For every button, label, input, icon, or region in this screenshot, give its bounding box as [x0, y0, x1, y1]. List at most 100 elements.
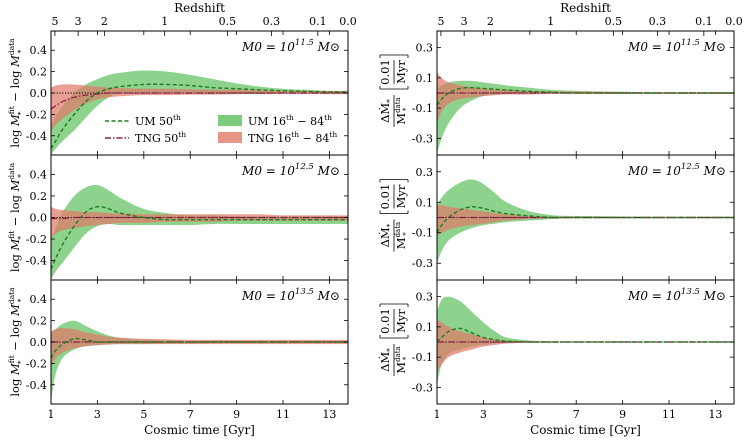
y-tick-label: -0.2 [26, 108, 47, 121]
y-tick-label: 0.4 [30, 168, 48, 181]
x-axis-title: Cosmic time [Gyr] [530, 423, 641, 437]
redshift-tick-label: 3 [75, 15, 82, 28]
y-tick-label: 0.3 [416, 42, 434, 55]
ylabel-unit-denominator: Myr [394, 309, 408, 333]
redshift-tick-label: 0.5 [605, 15, 623, 28]
halo-mass-label: M0 = 1013.5 M⊙ [627, 287, 726, 303]
right-y-axis-label: ΔṀ*Mdata*0.01 Myr [378, 303, 410, 376]
legend-label: UM 16th − 84th [248, 113, 332, 128]
y-tick-label: -0.1 [412, 227, 433, 240]
y-tick-label: 0.0 [30, 336, 48, 349]
ylabel-unit-numerator: 0.01 [378, 59, 392, 85]
legend: UM 50th UM 16th − 84th TNG 50th TNG 16th − … [105, 113, 337, 145]
y-tick-label: 0.1 [416, 321, 434, 334]
x-tick-label: 3 [94, 408, 101, 421]
redshift-tick-label: 5 [437, 15, 444, 28]
ylabel-unit-numerator: 0.01 [378, 184, 392, 210]
panel-right-3: -0.3 -0.1 0.1 0.3 M0 = 1013.5 M⊙ [412, 279, 735, 405]
halo-mass-label: M0 = 1012.5 M⊙ [241, 162, 340, 178]
x-tick-label: 9 [233, 408, 240, 421]
x-tick-label: 1 [434, 408, 441, 421]
y-tick-label: 0.1 [416, 196, 434, 209]
ylabel-unit-numerator: 0.01 [378, 308, 392, 334]
tng-median-line [51, 216, 348, 220]
tng-16-84-band [437, 205, 734, 236]
ylabel-numerator: ΔṀ* [378, 348, 394, 372]
y-tick-label: 0.1 [416, 72, 434, 85]
y-tick-label: -0.1 [412, 102, 433, 115]
x-tick-label: 11 [662, 408, 676, 421]
redshift-tick-label: 0.1 [309, 15, 327, 28]
redshift-tick-label: 0.1 [695, 15, 713, 28]
tng-median-line [51, 92, 348, 110]
x-tick-label: 13 [322, 408, 336, 421]
ylabel-numerator: ΔṀ* [378, 99, 394, 123]
y-tick-label: 0.2 [30, 315, 48, 328]
plot-area [437, 296, 734, 385]
um-16-84-band [51, 320, 348, 401]
redshift-tick-label: 0.3 [263, 15, 281, 28]
right-y-axis-label: ΔṀ*Mdata*0.01 Myr [378, 179, 410, 252]
redshift-tick-label: 1 [547, 15, 554, 28]
y-tick-label: -0.4 [26, 255, 47, 268]
plot-area [437, 179, 734, 264]
redshift-axis-title: Redshift [560, 1, 611, 15]
um-16-84-band [51, 185, 348, 280]
y-tick-label: -0.3 [412, 132, 433, 145]
panel-left-1: -0.4 -0.2 0.0 0.2 0.4 M0 = 1011.5 M⊙ [26, 30, 349, 156]
y-tick-label: 0.3 [416, 291, 434, 304]
y-tick-label: 0.4 [30, 293, 48, 306]
y-tick-label: 0.0 [30, 87, 48, 100]
ylabel-denominator: Mdata* [394, 222, 410, 249]
redshift-tick-label: 3 [461, 15, 468, 28]
y-tick-label: -0.4 [26, 130, 47, 143]
um-median-line [51, 205, 348, 270]
halo-mass-label: M0 = 1013.5 M⊙ [241, 287, 340, 303]
tng-16-84-band [437, 71, 734, 124]
legend-swatch [218, 115, 242, 126]
redshift-tick-label: 0.5 [219, 15, 237, 28]
left-y-axis-label: log Mfit* − log Mdata* [7, 287, 25, 397]
right-y-axis-label: ΔṀ*Mdata*0.01 Myr [378, 54, 410, 127]
left-y-axis-label: log Mfit* − log Mdata* [7, 162, 25, 272]
legend-label: UM 50th [135, 113, 181, 128]
y-tick-label: 0.2 [30, 66, 48, 79]
halo-mass-label: M0 = 1011.5 M⊙ [241, 38, 340, 54]
plot-area [437, 71, 734, 154]
y-tick-label: 0.4 [30, 44, 48, 57]
legend-swatch [218, 132, 242, 143]
panel-left-2: -0.4 -0.2 0.0 0.2 0.4 M0 = 1012.5 M⊙ [26, 154, 349, 281]
y-tick-label: 0.2 [30, 190, 48, 203]
plot-area [51, 70, 348, 155]
x-tick-label: 7 [573, 408, 580, 421]
tng-16-84-band [51, 84, 348, 131]
legend-label: TNG 50th [135, 130, 186, 145]
ylabel-numerator: ΔṀ* [378, 223, 394, 247]
um-median-line [437, 327, 734, 343]
redshift-axis-title: Redshift [174, 1, 225, 15]
panel-right-2: -0.3 -0.1 0.1 0.3 M0 = 1012.5 M⊙ [412, 154, 735, 281]
um-median-line [51, 337, 348, 359]
left-y-axis-label: log Mfit* − log Mdata* [7, 38, 25, 148]
tng-16-84-band [51, 206, 348, 240]
tng-16-84-band [51, 328, 348, 369]
y-tick-label: -0.2 [26, 357, 47, 370]
panel-frame [436, 279, 735, 405]
redshift-tick-label: 0.3 [649, 15, 667, 28]
x-tick-label: 13 [708, 408, 722, 421]
x-tick-label: 11 [276, 408, 290, 421]
redshift-tick-label: 0.0 [725, 15, 743, 28]
x-tick-label: 7 [187, 408, 194, 421]
redshift-tick-label: 1 [161, 15, 168, 28]
y-tick-label: -0.2 [26, 233, 47, 246]
legend-label: TNG 16th − 84th [248, 130, 337, 145]
ylabel-unit-denominator: Myr [394, 60, 408, 84]
um-median-line [437, 87, 734, 106]
x-tick-label: 9 [619, 408, 626, 421]
ylabel-denominator: Mdata* [394, 97, 410, 124]
um-median-line [51, 83, 348, 149]
x-axis-title: Cosmic time [Gyr] [144, 423, 255, 437]
redshift-tick-label: 5 [51, 15, 58, 28]
y-tick-label: -0.3 [412, 257, 433, 270]
